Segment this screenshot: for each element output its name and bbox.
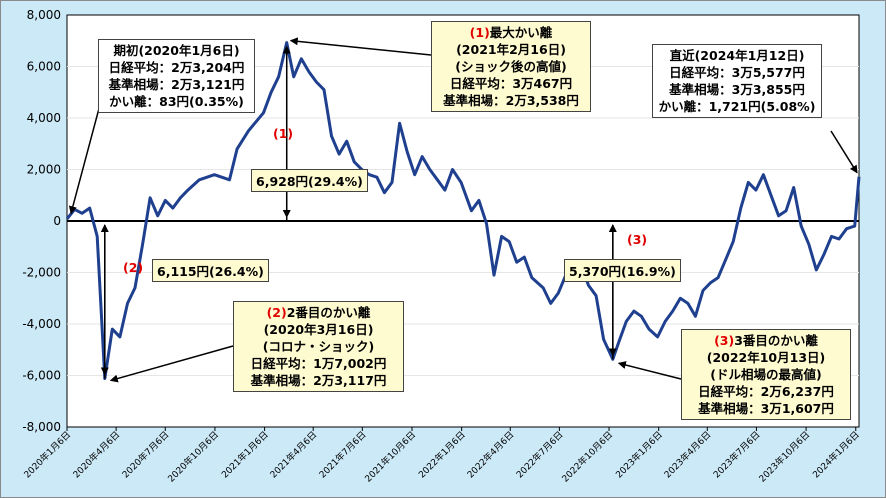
- x-tick-label: 2020年10月6日: [165, 429, 221, 485]
- max-gap-label: 6,928円(29.4%): [251, 169, 368, 192]
- x-tick-label: 2020年4月6日: [70, 429, 122, 481]
- max-line-1: (2021年2月16日): [456, 42, 566, 57]
- latest-annotation: 直近(2024年1月12日) 日経平均：3万5,577円 基準相場：3万3,85…: [652, 44, 822, 118]
- max-line-3: 日経平均：3万467円: [449, 76, 573, 91]
- y-tick-label: 0: [53, 214, 61, 228]
- third-line-4: 基準相場：3万1,607円: [698, 401, 834, 416]
- x-tick-label: 2024年1月6日: [810, 429, 862, 481]
- start-line-4: かい離：83円(0.35%): [109, 94, 244, 109]
- latest-line-4: かい離：1,721円(5.08%): [658, 99, 816, 114]
- x-tick-label: 2020年7月6日: [120, 429, 172, 481]
- x-tick-label: 2022年10月6日: [559, 429, 615, 485]
- latest-pointer: [830, 130, 858, 174]
- y-tick-label: -6,000: [22, 369, 61, 383]
- latest-line-1: 直近(2024年1月12日): [669, 48, 805, 63]
- y-tick-label: -8,000: [22, 420, 61, 434]
- third-title: 3番目のかい離: [734, 333, 818, 348]
- max-label: (1): [469, 25, 490, 40]
- third-gap-label: 5,370円(16.9%): [564, 259, 681, 282]
- third-annotation: (3)3番目のかい離 (2022年10月13日) (ドル相場の最高値) 日経平均…: [681, 329, 851, 420]
- y-tick-label: 2,000: [27, 163, 61, 177]
- y-tick-label: 4,000: [27, 111, 61, 125]
- third-label: (3): [714, 333, 735, 348]
- x-tick-label: 2021年1月6日: [219, 429, 271, 481]
- x-tick-label: 2022年7月6日: [514, 429, 566, 481]
- second-label: (2): [266, 305, 287, 320]
- start-pointer: [68, 100, 102, 215]
- start-line-1: 期初(2020年1月6日): [113, 43, 240, 58]
- second-marker: (2): [123, 260, 144, 275]
- annotation-arrows: [68, 37, 858, 383]
- x-tick-label: 2021年7月6日: [317, 429, 369, 481]
- x-tick-label: 2020年1月6日: [21, 429, 73, 481]
- second-pointer: [109, 345, 234, 383]
- x-tick-label: 2022年1月6日: [416, 429, 468, 481]
- third-marker: (3): [627, 232, 648, 247]
- start-line-2: 日経平均：2万3,204円: [108, 60, 245, 75]
- second-line-4: 基準相場：2万3,117円: [250, 373, 387, 388]
- second-annotation: (2)2番目のかい離 (2020年3月16日) (コロナ・ショック) 日経平均：…: [233, 301, 404, 392]
- third-line-3: 日経平均：2万6,237円: [698, 384, 834, 399]
- x-tick-label: 2023年7月6日: [711, 429, 763, 481]
- second-gap-label: 6,115円(26.4%): [152, 259, 269, 282]
- second-title: 2番目のかい離: [286, 305, 371, 320]
- y-tick-label: 8,000: [27, 8, 61, 22]
- y-axis-ticks: 8,000 6,000 4,000 2,000 0 -2,000 -4,000 -6,000 -…: [22, 8, 61, 434]
- x-tick-label: 2021年4月6日: [267, 429, 319, 481]
- third-pointer: [617, 361, 682, 380]
- start-annotation: 期初(2020年1月6日) 日経平均：2万3,204円 基準相場：2万3,121…: [98, 39, 255, 113]
- max-line-2: (ショック後の高値): [455, 59, 567, 74]
- max-marker: (1): [273, 126, 294, 141]
- max-annotation: (1)最大かい離 (2021年2月16日) (ショック後の高値) 日経平均：3万…: [431, 21, 591, 112]
- x-tick-label: 2022年4月6日: [464, 429, 516, 481]
- max-line-4: 基準相場：2万3,538円: [443, 93, 579, 108]
- second-line-1: (2020年3月16日): [263, 322, 374, 337]
- max-title: 最大かい離: [489, 25, 553, 40]
- max-pointer: [289, 37, 432, 56]
- x-tick-label: 2023年10月6日: [756, 429, 812, 485]
- start-line-3: 基準相場：2万3,121円: [108, 77, 245, 92]
- series-line: [65, 41, 861, 380]
- y-tick-label: -4,000: [22, 317, 61, 331]
- latest-line-3: 基準相場：3万3,855円: [669, 82, 805, 97]
- y-tick-label: 6,000: [27, 60, 61, 74]
- x-tick-label: 2023年4月6日: [662, 429, 714, 481]
- y-tick-label: -2,000: [22, 266, 61, 280]
- latest-line-2: 日経平均：3万5,577円: [669, 65, 805, 80]
- second-line-3: 日経平均：1万7,002円: [250, 356, 387, 371]
- second-line-2: (コロナ・ショック): [262, 339, 375, 354]
- x-tick-label: 2023年1月6日: [613, 429, 665, 481]
- x-tick-label: 2021年10月6日: [362, 429, 418, 485]
- third-line-1: (2022年10月13日): [706, 350, 826, 365]
- third-line-2: (ドル相場の最高値): [710, 367, 822, 382]
